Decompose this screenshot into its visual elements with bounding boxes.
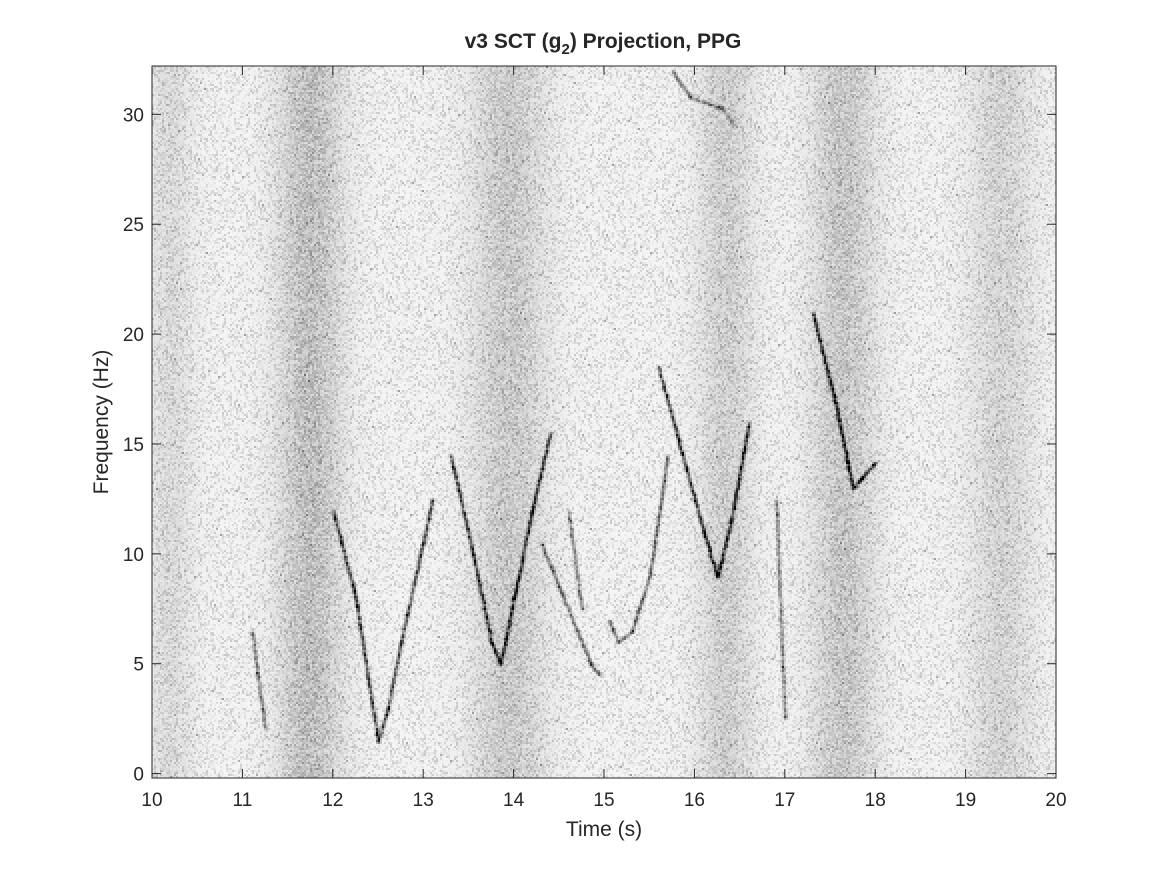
y-tick-label: 25 (123, 215, 144, 236)
y-axis-ticks: 0 5 10 15 20 25 30 (123, 105, 1056, 786)
title-subscript: 2 (561, 41, 569, 58)
y-tick-label: 0 (133, 765, 144, 786)
x-tick-label: 15 (593, 790, 614, 811)
x-tick-label: 18 (865, 790, 886, 811)
y-tick-label: 15 (123, 435, 144, 456)
x-tick-label: 17 (774, 790, 795, 811)
y-axis-label: Frequency (Hz) (90, 350, 113, 495)
x-tick-label: 14 (503, 790, 525, 811)
x-tick-label: 10 (141, 790, 162, 811)
x-tick-label: 20 (1045, 790, 1066, 811)
x-axis-label: Time (s) (566, 818, 642, 841)
x-tick-label: 13 (413, 790, 434, 811)
x-tick-label: 19 (955, 790, 976, 811)
heatmap-image (152, 66, 1056, 778)
x-axis-ticks: 10 11 12 13 14 15 16 17 18 19 20 (141, 66, 1067, 811)
chart-title: v3 SCT (g2) Projection, PPG (465, 30, 742, 58)
y-tick-label: 30 (123, 105, 144, 126)
x-tick-label: 11 (233, 790, 253, 811)
y-tick-label: 5 (133, 655, 144, 676)
x-tick-label: 12 (322, 790, 343, 811)
y-tick-label: 10 (123, 545, 144, 566)
y-tick-label: 20 (123, 325, 144, 346)
x-tick-label: 16 (684, 790, 705, 811)
